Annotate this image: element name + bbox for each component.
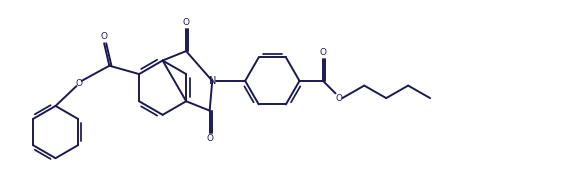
Text: O: O <box>206 134 213 143</box>
Text: O: O <box>101 32 108 41</box>
Text: N: N <box>209 76 216 86</box>
Text: O: O <box>75 79 82 88</box>
Text: O: O <box>335 94 342 103</box>
Text: O: O <box>183 18 190 27</box>
Text: O: O <box>320 48 327 57</box>
